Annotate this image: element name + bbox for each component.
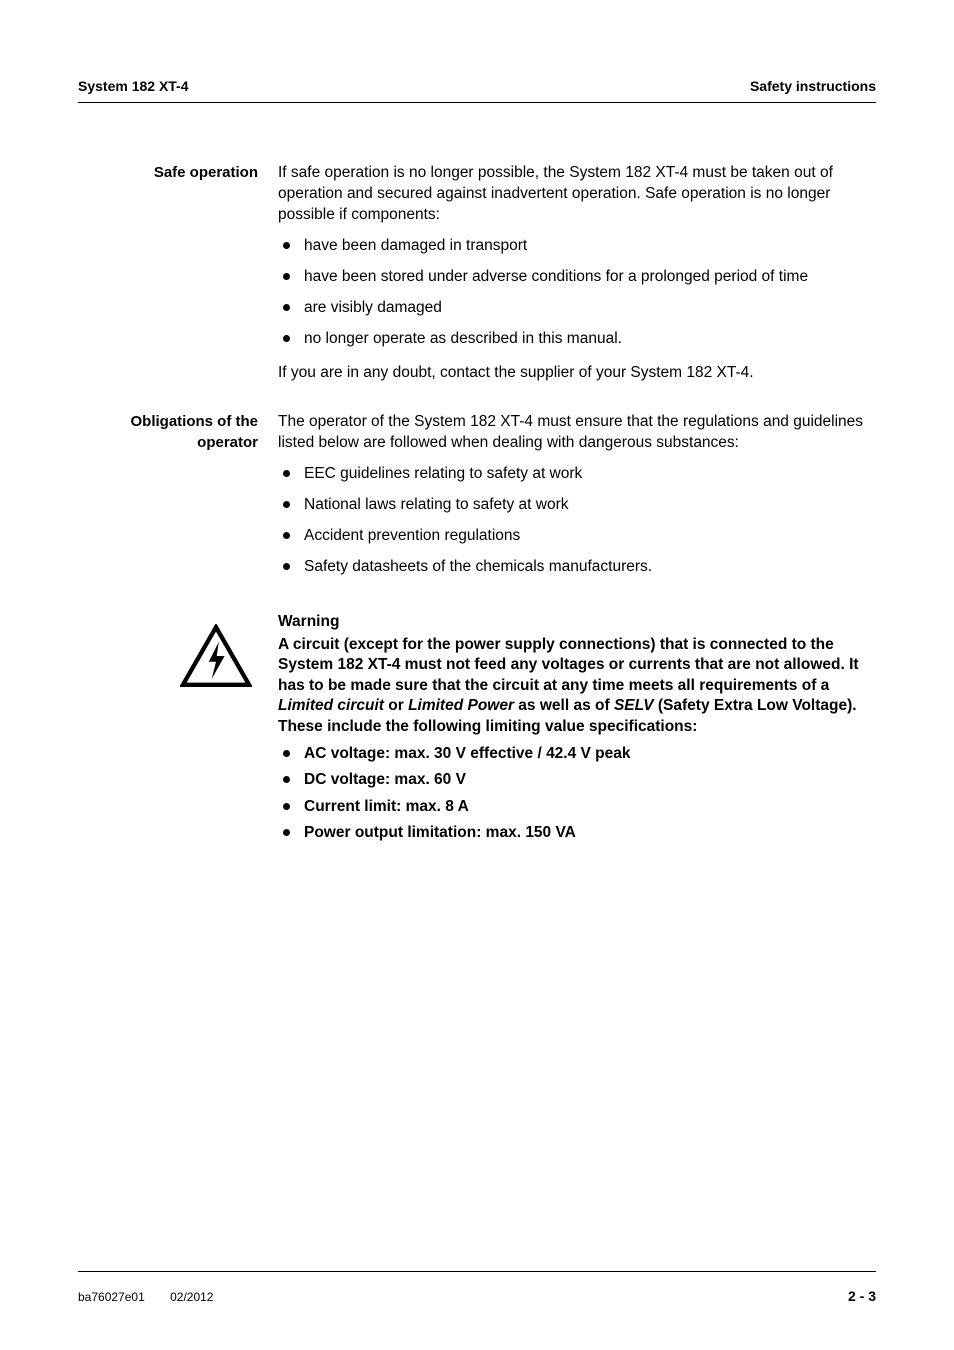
warning-list: AC voltage: max. 30 V effective / 42.4 V…: [278, 744, 876, 844]
list-item: Safety datasheets of the chemicals manuf…: [298, 557, 876, 578]
safe-operation-intro: If safe operation is no longer possible,…: [278, 163, 876, 226]
electrical-hazard-icon: [180, 624, 252, 688]
warning-italic-2: Limited Power: [408, 697, 514, 714]
warning-icon-col: [78, 612, 278, 850]
label-obligations-line2: operator: [197, 434, 258, 451]
list-item: AC voltage: max. 30 V effective / 42.4 V…: [298, 744, 876, 765]
section-warning: Warning A circuit (except for the power …: [78, 612, 876, 850]
list-item: Power output limitation: max. 150 VA: [298, 823, 876, 844]
safe-operation-list: have been damaged in transport have been…: [278, 236, 876, 350]
list-item: Accident prevention regulations: [298, 526, 876, 547]
warning-italic-3: SELV: [614, 697, 654, 714]
footer-doc-id: ba76027e01: [78, 1290, 145, 1304]
page-header: System 182 XT-4 Safety instructions: [78, 78, 876, 103]
warning-italic-1: Limited circuit: [278, 697, 384, 714]
footer-left: ba76027e01 02/2012: [78, 1290, 235, 1304]
list-item: have been damaged in transport: [298, 236, 876, 257]
footer-page-number: 2 - 3: [848, 1288, 876, 1304]
warning-title: Warning: [278, 612, 876, 633]
label-obligations-line1: Obligations of the: [131, 413, 259, 430]
list-item: no longer operate as described in this m…: [298, 329, 876, 350]
list-item: have been stored under adverse condition…: [298, 267, 876, 288]
warning-body-pre: A circuit (except for the power supply c…: [278, 636, 859, 694]
obligations-list: EEC guidelines relating to safety at wor…: [278, 464, 876, 578]
list-item: National laws relating to safety at work: [298, 495, 876, 516]
list-item: Current limit: max. 8 A: [298, 797, 876, 818]
label-safe-operation: Safe operation: [78, 163, 278, 394]
section-safe-operation: Safe operation If safe operation is no l…: [78, 163, 876, 394]
content-safe-operation: If safe operation is no longer possible,…: [278, 163, 876, 394]
list-item: DC voltage: max. 60 V: [298, 770, 876, 791]
content-obligations: The operator of the System 182 XT-4 must…: [278, 412, 876, 588]
obligations-intro: The operator of the System 182 XT-4 must…: [278, 412, 876, 454]
safe-operation-outro: If you are in any doubt, contact the sup…: [278, 363, 876, 384]
warning-content: Warning A circuit (except for the power …: [278, 612, 876, 850]
list-item: are visibly damaged: [298, 298, 876, 319]
footer-date: 02/2012: [170, 1290, 213, 1304]
warning-body: A circuit (except for the power supply c…: [278, 635, 876, 738]
list-item: EEC guidelines relating to safety at wor…: [298, 464, 876, 485]
header-right: Safety instructions: [750, 78, 876, 94]
page-footer: ba76027e01 02/2012 2 - 3: [78, 1271, 876, 1304]
label-obligations: Obligations of the operator: [78, 412, 278, 588]
warning-body-mid2: as well as of: [514, 697, 614, 714]
header-left: System 182 XT-4: [78, 78, 189, 94]
warning-body-mid1: or: [384, 697, 408, 714]
page: System 182 XT-4 Safety instructions Safe…: [0, 0, 954, 850]
section-obligations: Obligations of the operator The operator…: [78, 412, 876, 588]
